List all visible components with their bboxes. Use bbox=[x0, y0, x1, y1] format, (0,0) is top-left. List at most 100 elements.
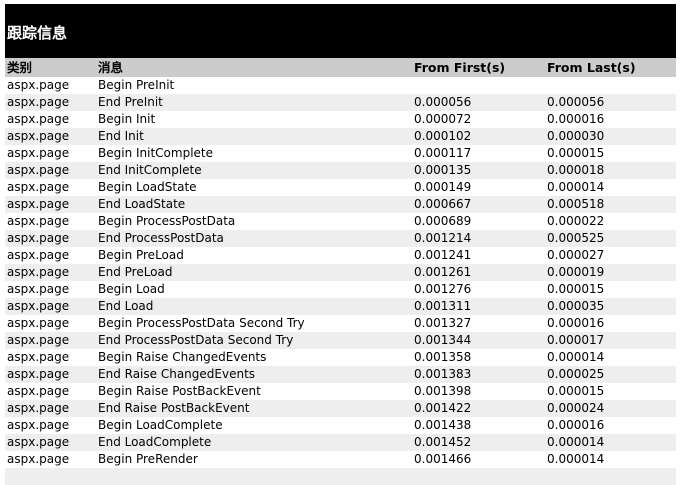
cell-category: aspx.page bbox=[5, 264, 96, 281]
cell-from-last: 0.000024 bbox=[545, 400, 676, 417]
cell-from-last: 0.000030 bbox=[545, 128, 676, 145]
cell-from-first: 0.000117 bbox=[414, 146, 472, 160]
cell-from-last: 0.000014 bbox=[547, 350, 605, 364]
table-row: aspx.page End PreLoad 0.001261 0.000019 bbox=[5, 264, 676, 281]
table-row: aspx.page End LoadComplete 0.001452 0.00001… bbox=[5, 434, 676, 451]
cell-from-first: 0.001241 bbox=[414, 248, 472, 262]
cell-from-first: 0.001344 bbox=[412, 332, 545, 349]
cell-category: aspx.page bbox=[5, 434, 96, 451]
cell-from-last: 0.000016 bbox=[547, 418, 605, 432]
cell-message: Begin Load bbox=[98, 282, 165, 296]
cell-from-first: 0.001327 bbox=[414, 316, 472, 330]
cell-from-last: 0.000025 bbox=[545, 366, 676, 383]
cell-from-last: 0.000525 bbox=[545, 230, 676, 247]
table-row: aspx.page Begin PreInit bbox=[5, 77, 676, 94]
section-title: 跟踪信息 bbox=[7, 24, 68, 42]
table-row: aspx.page Begin PreRender 0.001466 0.000014 bbox=[5, 451, 676, 468]
cell-message: End Raise PostBackEvent bbox=[96, 400, 412, 417]
cell-category: aspx.page bbox=[5, 94, 96, 111]
cell-from-first: 0.001214 bbox=[412, 230, 545, 247]
cell-category: aspx.page bbox=[7, 418, 70, 432]
table-row: aspx.page End Init 0.000102 0.000030 bbox=[5, 128, 676, 145]
table-row: aspx.page End LoadState 0.000667 0.000518 bbox=[5, 196, 676, 213]
cell-from-first: 0.001383 bbox=[412, 366, 545, 383]
column-from-first: From First(s) bbox=[412, 58, 545, 77]
cell-from-first: 0.000135 bbox=[412, 162, 545, 179]
column-from-last: From Last(s) bbox=[545, 58, 676, 77]
table-row: aspx.page Begin PreLoad 0.001241 0.000027 bbox=[5, 247, 676, 264]
cell-message: Begin PreRender bbox=[98, 452, 198, 466]
table-row: aspx.page Begin Load 0.001276 0.000015 bbox=[5, 281, 676, 298]
cell-from-last: 0.000015 bbox=[547, 384, 605, 398]
cell-from-first: 0.000689 bbox=[414, 214, 472, 228]
cell-message: Begin ProcessPostData Second Try bbox=[98, 316, 305, 330]
cell-from-first: 0.001358 bbox=[414, 350, 472, 364]
cell-category: aspx.page bbox=[5, 298, 96, 315]
table-row: aspx.page Begin Raise PostBackEvent 0.0013… bbox=[5, 383, 676, 400]
cell-message: End Load bbox=[96, 298, 412, 315]
cell-category: aspx.page bbox=[5, 196, 96, 213]
table-header: 类别 消息 From First(s) From Last(s) bbox=[5, 58, 676, 77]
cell-category: aspx.page bbox=[7, 282, 70, 296]
cell-message: Begin PreInit bbox=[98, 78, 175, 92]
cell-from-last: 0.000518 bbox=[545, 196, 676, 213]
cell-from-first: 0.000102 bbox=[412, 128, 545, 145]
cell-from-last: 0.000015 bbox=[547, 282, 605, 296]
cell-category: aspx.page bbox=[7, 384, 70, 398]
cell-message: End PreLoad bbox=[96, 264, 412, 281]
cell-message: Begin LoadComplete bbox=[98, 418, 223, 432]
cell-from-last: 0.000018 bbox=[545, 162, 676, 179]
cell-from-first: 0.001261 bbox=[412, 264, 545, 281]
cell-message: End LoadState bbox=[96, 196, 412, 213]
cell-empty bbox=[96, 468, 412, 485]
cell-category: aspx.page bbox=[5, 162, 96, 179]
cell-from-first bbox=[412, 77, 545, 94]
cell-from-first: 0.001452 bbox=[412, 434, 545, 451]
cell-message: Begin Init bbox=[98, 112, 156, 126]
cell-category: aspx.page bbox=[7, 146, 70, 160]
cell-from-last: 0.000016 bbox=[547, 316, 605, 330]
cell-category: aspx.page bbox=[5, 400, 96, 417]
cell-category: aspx.page bbox=[7, 248, 70, 262]
table-row: aspx.page Begin ProcessPostData 0.000689 0.… bbox=[5, 213, 676, 230]
table-row: aspx.page Begin LoadComplete 0.001438 0.000… bbox=[5, 417, 676, 434]
cell-from-last: 0.000035 bbox=[545, 298, 676, 315]
cell-message: End Init bbox=[96, 128, 412, 145]
table-row: aspx.page End Load 0.001311 0.000035 bbox=[5, 298, 676, 315]
cell-message: End ProcessPostData Second Try bbox=[96, 332, 412, 349]
trace-info-header: 跟踪信息 bbox=[5, 4, 676, 58]
cell-from-last: 0.000019 bbox=[545, 264, 676, 281]
table-row: aspx.page End Raise PostBackEvent 0.001422… bbox=[5, 400, 676, 417]
cell-message: Begin InitComplete bbox=[98, 146, 214, 160]
cell-category: aspx.page bbox=[7, 78, 70, 92]
cell-from-last: 0.000015 bbox=[547, 146, 605, 160]
cell-category: aspx.page bbox=[5, 332, 96, 349]
cell-category: aspx.page bbox=[7, 316, 70, 330]
table-row: aspx.page Begin LoadState 0.000149 0.000014 bbox=[5, 179, 676, 196]
cell-message: Begin Raise ChangedEvents bbox=[98, 350, 267, 364]
table-row: aspx.page Begin ProcessPostData Second Tr… bbox=[5, 315, 676, 332]
cell-message: End InitComplete bbox=[96, 162, 412, 179]
table-row: aspx.page End InitComplete 0.000135 0.00001… bbox=[5, 162, 676, 179]
cell-message: Begin ProcessPostData bbox=[98, 214, 236, 228]
cell-from-last: 0.000027 bbox=[547, 248, 605, 262]
cell-from-first: 0.001466 bbox=[414, 452, 472, 466]
table-row: aspx.page Begin Init 0.000072 0.000016 bbox=[5, 111, 676, 128]
table-row: aspx.page End PreInit 0.000056 0.000056 bbox=[5, 94, 676, 111]
cell-from-last: 0.000014 bbox=[547, 452, 605, 466]
table-row: aspx.page End Raise ChangedEvents 0.001383… bbox=[5, 366, 676, 383]
cell-empty bbox=[412, 468, 545, 485]
cell-from-last: 0.000022 bbox=[547, 214, 605, 228]
cell-from-first: 0.001398 bbox=[414, 384, 472, 398]
cell-message: Begin Raise PostBackEvent bbox=[98, 384, 261, 398]
table-row-partial bbox=[5, 468, 676, 485]
cell-from-first: 0.001438 bbox=[414, 418, 472, 432]
cell-from-first: 0.001422 bbox=[412, 400, 545, 417]
cell-message: End LoadComplete bbox=[96, 434, 412, 451]
cell-from-last: 0.000017 bbox=[545, 332, 676, 349]
cell-from-first: 0.000072 bbox=[414, 112, 472, 126]
cell-message: Begin LoadState bbox=[98, 180, 197, 194]
cell-from-last: 0.000016 bbox=[547, 112, 605, 126]
cell-from-first: 0.001311 bbox=[412, 298, 545, 315]
cell-from-last: 0.000014 bbox=[545, 434, 676, 451]
